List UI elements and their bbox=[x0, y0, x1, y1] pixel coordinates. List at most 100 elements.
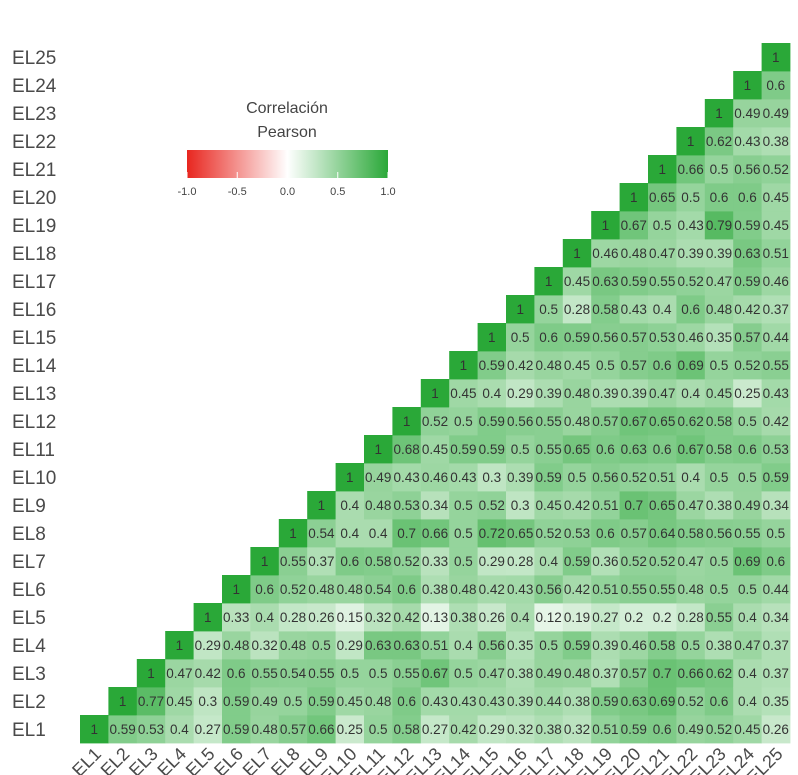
cell-label: 0.59 bbox=[564, 330, 590, 345]
cell-label: 1 bbox=[119, 694, 127, 709]
heatmap-cell bbox=[733, 491, 762, 520]
cell-label: 0.29 bbox=[479, 554, 505, 569]
cell-label: 0.64 bbox=[649, 526, 676, 541]
heatmap-cell bbox=[420, 519, 450, 548]
heatmap-cell bbox=[591, 491, 620, 520]
cell-label: 0.48 bbox=[337, 582, 363, 597]
cell-label: 0.3 bbox=[511, 498, 530, 513]
cell-label: 1 bbox=[715, 106, 723, 121]
heatmap-cell bbox=[676, 323, 706, 352]
heatmap-cell bbox=[420, 407, 450, 436]
cell-label: 0.47 bbox=[479, 666, 505, 681]
cell-label: 0.29 bbox=[337, 638, 363, 653]
heatmap-cell bbox=[648, 659, 677, 688]
heatmap-cell bbox=[534, 715, 564, 744]
cell-label: 0.69 bbox=[734, 554, 760, 569]
cell-label: 0.63 bbox=[592, 274, 618, 289]
cell-label: 0.29 bbox=[507, 386, 533, 401]
y-tick-label: EL21 bbox=[12, 160, 56, 181]
cell-label: 0.48 bbox=[251, 722, 277, 737]
heatmap-cell bbox=[733, 323, 762, 352]
cell-label: 0.38 bbox=[706, 638, 732, 653]
y-tick-label: EL4 bbox=[12, 636, 46, 657]
cell-label: 0.6 bbox=[710, 694, 729, 709]
heatmap-cell bbox=[591, 435, 620, 464]
heatmap-cell bbox=[676, 547, 706, 576]
legend-ticks: -1.0 -0.5 0.0 0.5 1.0 bbox=[178, 172, 396, 198]
heatmap-cell bbox=[619, 631, 649, 660]
cell-label: 0.57 bbox=[621, 666, 647, 681]
cell-label: 0.65 bbox=[564, 442, 590, 457]
cell-label: 0.55 bbox=[535, 442, 561, 457]
heatmap-cell bbox=[562, 239, 592, 268]
cell-label: 0.6 bbox=[340, 554, 359, 569]
cell-label: 0.5 bbox=[340, 666, 359, 681]
cell-label: 0.58 bbox=[706, 414, 732, 429]
cell-label: 0.48 bbox=[308, 582, 334, 597]
cell-label: 0.2 bbox=[624, 610, 643, 625]
cell-label: 0.38 bbox=[507, 666, 533, 681]
cell-label: 1 bbox=[460, 358, 468, 373]
cell-label: 0.43 bbox=[450, 694, 476, 709]
legend-tick-label: 0.0 bbox=[280, 186, 295, 198]
cell-label: 0.5 bbox=[454, 666, 473, 681]
heatmap-cell bbox=[477, 715, 507, 744]
heatmap-cells: 1 0.5910.530.7710.40.450.4710.270.30.420.… bbox=[80, 43, 791, 744]
heatmap-cell bbox=[704, 435, 734, 464]
heatmap-cell bbox=[733, 519, 762, 548]
cell-label: 1 bbox=[374, 442, 382, 457]
heatmap-cell bbox=[307, 547, 336, 576]
cell-label: 0.5 bbox=[681, 638, 700, 653]
cell-label: 0.5 bbox=[511, 330, 530, 345]
cell-label: 0.45 bbox=[337, 694, 363, 709]
cell-label: 0.55 bbox=[308, 666, 334, 681]
cell-label: 0.28 bbox=[677, 610, 703, 625]
heatmap-cell bbox=[733, 659, 762, 688]
heatmap-cell bbox=[704, 715, 734, 744]
heatmap-cell bbox=[648, 323, 677, 352]
heatmap-cell bbox=[761, 659, 791, 688]
heatmap-cell bbox=[420, 379, 450, 408]
cell-label: 0.48 bbox=[564, 386, 590, 401]
cell-label: 0.54 bbox=[280, 666, 307, 681]
cell-label: 0.35 bbox=[763, 694, 789, 709]
heatmap-cell bbox=[392, 547, 422, 576]
y-tick-label: EL9 bbox=[12, 496, 46, 517]
cell-label: 0.44 bbox=[535, 694, 562, 709]
cell-label: 0.34 bbox=[422, 498, 449, 513]
cell-label: 0.39 bbox=[706, 246, 732, 261]
heatmap-cell bbox=[335, 547, 365, 576]
heatmap-cell bbox=[449, 379, 478, 408]
cell-label: 0.56 bbox=[507, 414, 533, 429]
cell-label: 0.5 bbox=[284, 694, 303, 709]
cell-label: 1 bbox=[204, 610, 212, 625]
y-tick-label: EL18 bbox=[12, 244, 56, 265]
y-tick-label: EL25 bbox=[12, 48, 56, 69]
heatmap-cell bbox=[562, 491, 592, 520]
heatmap-cell bbox=[648, 183, 677, 212]
legend-tick-label: -0.5 bbox=[228, 186, 247, 198]
heatmap-cell bbox=[761, 575, 791, 604]
heatmap-cell bbox=[761, 407, 791, 436]
cell-label: 0.45 bbox=[706, 386, 732, 401]
cell-label: 1 bbox=[658, 162, 666, 177]
heatmap-cell bbox=[477, 323, 507, 352]
cell-label: 0.6 bbox=[738, 442, 757, 457]
heatmap-cell bbox=[733, 267, 762, 296]
cell-label: 0.32 bbox=[251, 638, 277, 653]
cell-label: 0.54 bbox=[365, 582, 392, 597]
y-tick-label: EL13 bbox=[12, 384, 56, 405]
heatmap-cell bbox=[307, 687, 336, 716]
cell-label: 0.39 bbox=[621, 386, 647, 401]
heatmap-cell bbox=[591, 715, 620, 744]
cell-label: 0.51 bbox=[422, 638, 448, 653]
cell-label: 0.62 bbox=[706, 134, 732, 149]
cell-label: 0.47 bbox=[734, 638, 760, 653]
cell-label: 0.59 bbox=[734, 274, 760, 289]
heatmap-cell bbox=[591, 631, 620, 660]
heatmap-cell bbox=[562, 547, 592, 576]
heatmap-cell bbox=[392, 519, 422, 548]
cell-label: 0.34 bbox=[763, 610, 790, 625]
heatmap-cell bbox=[506, 631, 535, 660]
cell-label: 0.4 bbox=[738, 610, 757, 625]
